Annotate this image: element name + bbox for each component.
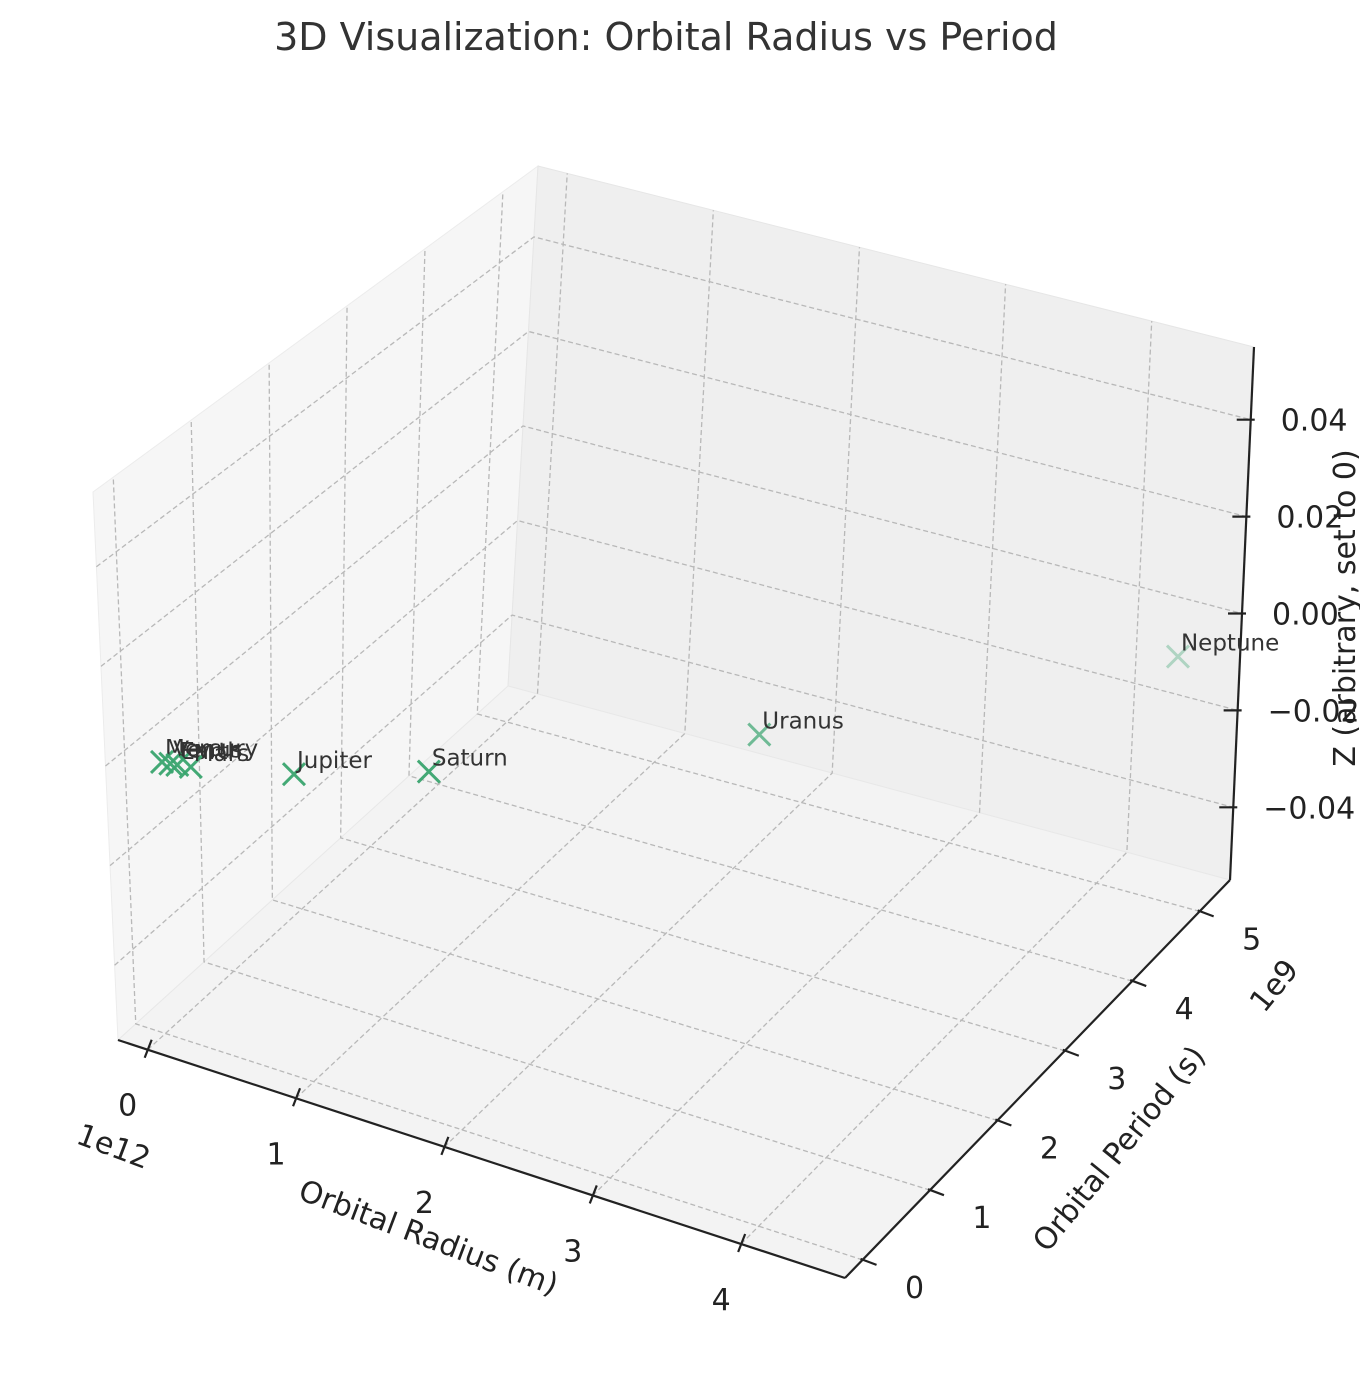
x-tick-label: 0: [118, 1089, 137, 1124]
point-marker-stroke: [178, 754, 203, 780]
y-tick-label: 3: [1107, 1062, 1126, 1097]
y-offset-label: 1e9: [1243, 953, 1306, 1019]
x-tick-label: 2: [415, 1186, 434, 1221]
y-tick: [860, 1257, 877, 1266]
x-gridline: [740, 321, 1153, 1245]
x-tick: [440, 1136, 450, 1156]
y-tick-label: 1: [972, 1201, 991, 1236]
x-tick: [588, 1185, 598, 1204]
data-point: [747, 722, 772, 747]
grid-lines: [96, 173, 1251, 1261]
x-tick: [292, 1087, 302, 1107]
data-point: [158, 751, 183, 776]
point-label: Neptune: [1181, 631, 1279, 657]
tick-labels: 0 1 2 3 4 0 1 2 3 4 5 −0.04 −0.02 0.00 0.02 0.04: [118, 404, 1359, 1318]
point-label: Earth: [180, 739, 242, 765]
y-gridline: [112, 477, 863, 1261]
z-axis-label: Z (arbitrary, set to 0): [1328, 449, 1360, 766]
chart-title: 3D Visualization: Orbital Radius vs Peri…: [274, 15, 1058, 59]
x-tick: [737, 1233, 747, 1253]
data-point: [281, 762, 307, 787]
y-tick: [927, 1188, 945, 1197]
y-gridline: [408, 248, 1133, 982]
x-tick-label: 3: [563, 1234, 582, 1269]
y-tick-label: 0: [905, 1271, 924, 1306]
x-gridline: [147, 173, 568, 1051]
x-gridline: [592, 284, 1007, 1196]
point-marker-stroke: [149, 749, 175, 774]
y-gridline: [190, 420, 931, 1191]
y-gridline: [268, 362, 998, 1122]
x-axis-line: [117, 1038, 846, 1280]
point-marker-stroke: [1165, 644, 1191, 669]
y-gridline: [340, 305, 1065, 1052]
z-gridline: [109, 519, 1238, 867]
point-marker-stroke: [158, 751, 183, 776]
data-point: [1165, 644, 1191, 669]
x-gridline: [443, 247, 861, 1148]
x-tick-label: 1: [266, 1137, 285, 1172]
z-tick-label: 0.02: [1276, 501, 1343, 536]
x-tick-label: 4: [712, 1283, 731, 1318]
point-label: Uranus: [762, 709, 844, 735]
y-tick-label: 2: [1040, 1131, 1059, 1166]
y-tick: [994, 1118, 1012, 1127]
axis-panes: [92, 164, 1255, 1279]
z-tick-label: −0.04: [1263, 791, 1355, 826]
point-marker-stroke: [1165, 644, 1191, 669]
point-marker-stroke: [281, 762, 307, 787]
y-gridline: [476, 191, 1200, 912]
y-tick: [1129, 979, 1147, 988]
point-label: Jupiter: [295, 748, 373, 774]
point-marker-stroke: [747, 722, 772, 747]
x-tick: [143, 1039, 153, 1059]
data-point: [416, 759, 441, 784]
z-gridline: [105, 425, 1243, 767]
y-tick: [1197, 909, 1215, 918]
point-marker-stroke: [165, 752, 190, 777]
z-gridline: [96, 236, 1251, 568]
z-tick-label: 0.04: [1281, 404, 1348, 439]
x-offset-label: 1e12: [72, 1117, 155, 1177]
y-tick-label: 5: [1242, 922, 1261, 957]
z-tick-label: −0.02: [1268, 694, 1360, 729]
z-tick-label: 0.00: [1272, 598, 1339, 633]
y-tick-label: 4: [1175, 992, 1194, 1027]
y-tick: [1062, 1048, 1080, 1057]
data-point: [178, 754, 203, 780]
point-label: Mars: [194, 741, 249, 767]
x-gridline: [295, 210, 714, 1099]
z-gridline: [114, 614, 1234, 966]
point-marker-stroke: [416, 759, 441, 784]
data-point: [149, 749, 175, 774]
point-label: Saturn: [432, 746, 508, 772]
y-axis-line: [844, 879, 1231, 1279]
